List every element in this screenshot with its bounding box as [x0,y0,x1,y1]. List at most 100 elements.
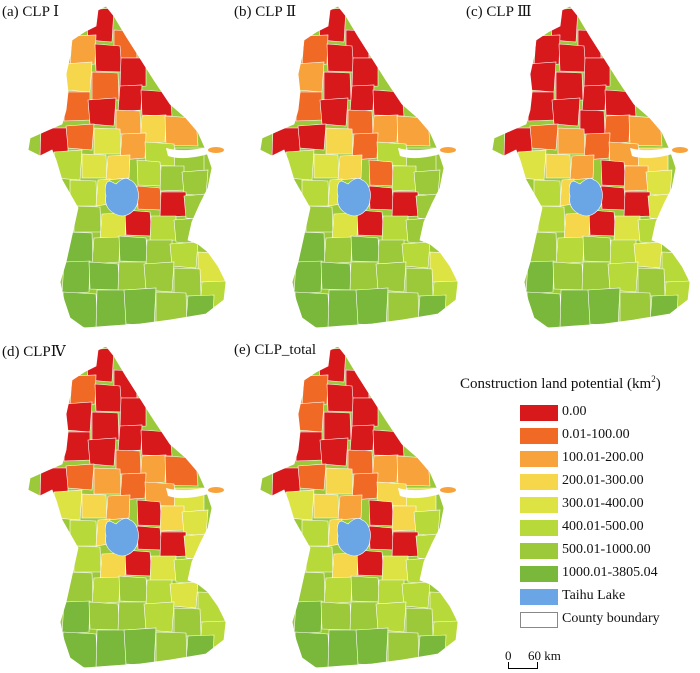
county-polygon [65,123,95,151]
estuary-island [440,147,456,153]
county-polygon [63,401,93,433]
county-polygon [350,235,381,263]
county-polygon [164,115,199,147]
county-polygon [387,291,420,323]
county-polygon [583,132,611,161]
county-polygon [355,287,389,327]
county-polygon [295,401,325,433]
legend-swatch [520,543,558,559]
county-polygon [529,123,559,151]
county-polygon [81,153,108,179]
county-polygon [136,159,163,187]
county-polygon [417,294,447,323]
county-polygon [583,57,611,88]
county-polygon [117,424,143,453]
county-polygon [555,71,584,101]
study-area-outline [27,345,227,669]
county-polygon [323,411,352,441]
county-polygon [368,499,395,527]
legend-label: Taihu Lake [562,588,626,603]
county-polygon [63,61,93,93]
county-polygon [164,455,199,487]
county-polygon [87,437,117,467]
study-area-outline [491,5,691,329]
county-polygon [351,57,379,88]
county-polygon [405,557,431,585]
county-polygon [372,429,405,457]
county-polygon [587,287,621,327]
county-polygon [123,287,157,327]
county-polygon [526,291,563,328]
county-polygon [294,291,331,328]
county-polygon [355,627,389,667]
scale-distance: 60 km [528,648,561,663]
county-polygon [62,631,99,668]
county-polygon [301,34,329,67]
county-polygon [637,217,663,245]
county-polygon [417,634,447,663]
county-polygon [401,241,431,269]
county-polygon [391,165,417,192]
county-polygon [91,411,120,441]
taihu-lake [104,518,139,557]
legend-row: 200.01-300.00 [460,472,696,493]
county-polygon [185,294,215,323]
river-channel [398,486,446,499]
map-panel-clp-3: (c) CLP Ⅲ [464,0,694,330]
county-polygon [169,581,199,609]
taihu-lake [104,178,139,217]
county-polygon [294,631,331,668]
county-polygon [293,260,323,295]
county-polygon [91,236,121,265]
scale-zero: 0 [505,648,512,663]
county-polygon [297,463,327,491]
panel-label-c: (c) CLP Ⅲ [466,4,532,20]
county-polygon [88,601,121,631]
county-polygon [123,627,157,667]
county-polygon [69,519,98,547]
legend-row: 500.01-1000.00 [460,541,696,562]
legend-label: 500.01-1000.00 [562,542,651,557]
county-polygon [159,531,187,558]
estuary-island [208,487,224,493]
county-map-clp-3 [491,5,691,329]
county-polygon [391,505,417,532]
county-polygon [381,555,409,582]
county-polygon [65,571,94,603]
panel-label-d: (d) CLPⅣ [2,344,66,360]
legend-swatch [520,451,558,467]
county-polygon [537,205,566,233]
county-polygon [169,241,199,269]
county-polygon [61,260,91,295]
county-polygon [323,236,353,265]
panel-label-a: (a) CLP Ⅰ [2,4,60,20]
legend-label: 1000.01-3805.04 [562,565,658,580]
legend-title: Construction land potential (km2) [460,374,661,392]
county-polygon [119,57,147,88]
county-polygon [325,467,354,495]
scale-bar: 0 60 km [500,648,580,670]
legend-swatch [520,405,558,421]
county-polygon [391,191,419,218]
legend-row: 0.01-100.00 [460,426,696,447]
legend-row: 1000.01-3805.04 [460,564,696,585]
county-polygon [313,493,340,519]
legend-label: 100.01-200.00 [562,450,644,465]
map-panel-clp-total: (e) CLP_total [232,340,462,670]
county-polygon [600,159,627,187]
river-channel [166,146,214,159]
county-map-clp-2 [259,5,459,329]
county-polygon [377,579,405,606]
county-polygon [53,149,83,181]
county-polygon [301,179,330,207]
county-polygon [117,261,147,292]
estuary-island [672,147,688,153]
county-polygon [350,575,381,603]
county-polygon [305,205,334,233]
legend-row: 300.01-400.00 [460,495,696,516]
county-polygon [401,581,431,609]
taihu-lake [336,178,371,217]
taihu-lake [336,518,371,557]
legend-swatch [520,520,558,536]
county-polygon [285,149,315,181]
